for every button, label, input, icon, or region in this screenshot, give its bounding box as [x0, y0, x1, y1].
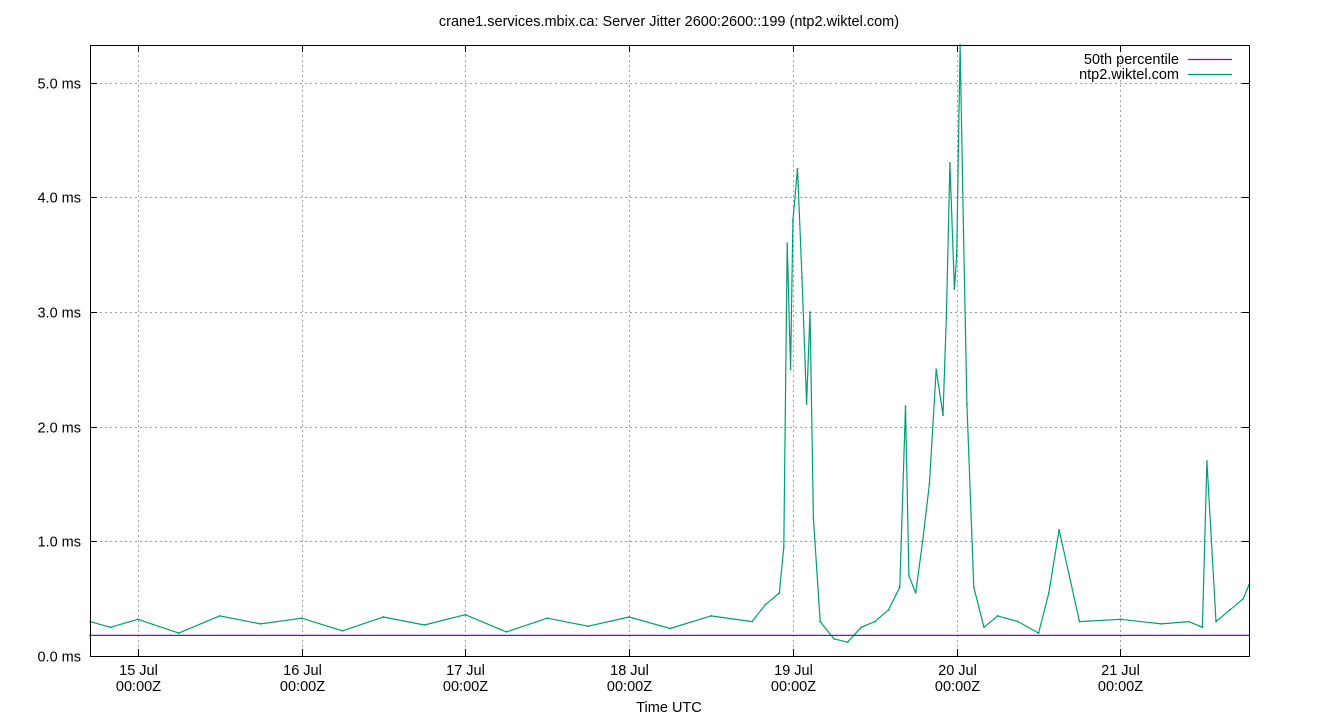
y-tick-label: 5.0 ms: [37, 77, 81, 93]
x-tick-label-date: 15 Jul: [119, 663, 158, 679]
data-point: [955, 253, 958, 256]
data-point: [1119, 618, 1122, 621]
y-tick-label: 0.0 ms: [37, 650, 81, 666]
data-point: [177, 632, 180, 634]
data-point: [1201, 626, 1204, 629]
data-point: [873, 620, 876, 623]
data-point: [710, 615, 712, 617]
data-point: [382, 616, 385, 618]
data-point: [1047, 592, 1050, 594]
y-axis: 0.0 ms 1.0 ms 2.0 ms 3.0 ms 4.0 ms 5.0 ms: [37, 77, 1249, 666]
data-point: [1187, 620, 1190, 623]
data-point: [945, 311, 948, 313]
data-point: [218, 615, 221, 617]
data-point: [546, 617, 549, 620]
x-tick-label-date: 16 Jul: [283, 663, 322, 679]
data-point: [796, 167, 799, 170]
x-tick-label-time: 00:00Z: [1098, 679, 1143, 695]
plot-frame: [90, 45, 1250, 657]
data-point: [792, 219, 794, 222]
data-point: [801, 276, 803, 279]
data-point: [1037, 632, 1040, 634]
x-tick-label-time: 00:00Z: [116, 679, 161, 695]
x-axis-label: Time UTC: [636, 700, 702, 716]
data-point: [259, 623, 262, 625]
data-point: [983, 626, 985, 629]
data-point: [809, 311, 811, 313]
data-point: [136, 618, 139, 621]
data-point: [904, 405, 907, 407]
data-point: [1160, 623, 1163, 625]
data-point: [1206, 460, 1208, 462]
grid-lines: [90, 45, 1249, 656]
chart-title: crane1.services.mbix.ca: Server Jitter 2…: [439, 14, 899, 30]
data-point: [789, 368, 792, 371]
data-point: [996, 615, 999, 617]
x-tick-label-time: 00:00Z: [280, 679, 325, 695]
data-point: [1058, 529, 1060, 531]
data-point: [812, 517, 815, 520]
data-point: [1078, 620, 1081, 623]
legend-label: 50th percentile: [1084, 52, 1179, 68]
data-point: [887, 609, 890, 611]
data-point: [587, 625, 590, 628]
data-point: [942, 414, 944, 417]
y-tick-label: 2.0 ms: [37, 421, 81, 437]
data-point: [300, 617, 303, 620]
data-point: [1017, 620, 1019, 623]
data-point: [953, 288, 956, 291]
y-tick-label: 3.0 ms: [37, 306, 81, 322]
series-layer: [89, 44, 1250, 644]
y-tick-label: 4.0 ms: [37, 191, 81, 207]
data-point: [935, 368, 938, 371]
data-point: [628, 616, 630, 618]
data-point: [1228, 609, 1231, 611]
data-point: [972, 586, 975, 589]
data-point: [764, 603, 767, 606]
data-point: [908, 574, 910, 577]
data-point: [846, 641, 849, 644]
x-tick-label-time: 00:00Z: [443, 679, 488, 695]
data-point: [423, 624, 426, 626]
data-point: [1215, 620, 1217, 623]
data-point: [1242, 597, 1245, 600]
data-point: [464, 613, 467, 616]
data-point: [341, 629, 344, 632]
x-tick-label-time: 00:00Z: [935, 679, 980, 695]
x-tick-label-date: 17 Jul: [446, 663, 485, 679]
legend-label: ntp2.wiktel.com: [1079, 67, 1179, 83]
y-tick-label: 1.0 ms: [37, 535, 81, 551]
data-point: [833, 637, 835, 640]
series-line-ntp2-wiktel-com: [89, 44, 1250, 643]
x-tick-label-date: 21 Jul: [1101, 663, 1140, 679]
data-point: [962, 231, 965, 233]
data-point: [751, 620, 753, 623]
data-point: [819, 620, 822, 623]
data-point: [505, 631, 508, 633]
data-point: [786, 242, 789, 245]
data-point: [805, 402, 808, 405]
data-point: [778, 592, 781, 594]
x-tick-label-date: 18 Jul: [610, 663, 649, 679]
data-point: [782, 546, 785, 548]
x-tick-label-date: 19 Jul: [774, 663, 813, 679]
data-point: [914, 592, 917, 594]
data-point: [966, 402, 968, 405]
data-point: [860, 626, 863, 629]
data-point: [928, 483, 931, 485]
x-tick-label-time: 00:00Z: [771, 679, 816, 695]
data-point: [109, 626, 112, 629]
data-point: [921, 540, 924, 543]
x-tick-label-date: 20 Jul: [938, 663, 977, 679]
data-point: [949, 162, 951, 165]
x-tick-label-time: 00:00Z: [607, 679, 652, 695]
data-point: [898, 586, 901, 589]
data-point: [669, 627, 671, 630]
